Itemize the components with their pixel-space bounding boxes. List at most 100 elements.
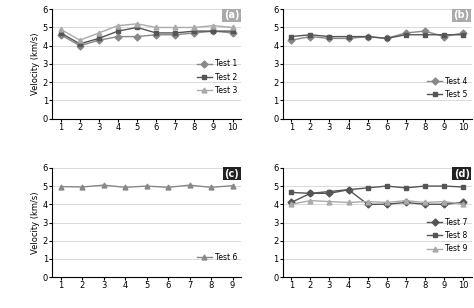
Test 7 <box>422 202 428 206</box>
Line: Test 4: Test 4 <box>289 29 465 43</box>
Line: Test 6: Test 6 <box>58 183 235 190</box>
Test 1 <box>115 35 121 38</box>
Test 1 <box>173 33 178 37</box>
Test 3 <box>173 26 178 29</box>
Test 4 <box>460 31 466 35</box>
Test 2 <box>77 42 82 46</box>
Test 7 <box>346 188 351 192</box>
Text: (b): (b) <box>454 10 470 20</box>
Test 5 <box>441 33 447 37</box>
Test 8 <box>365 186 371 190</box>
Test 6 <box>58 185 64 188</box>
Test 8 <box>288 191 294 194</box>
Test 2 <box>153 31 159 35</box>
Test 6 <box>187 183 192 187</box>
Test 7 <box>308 192 313 195</box>
Test 2 <box>173 31 178 35</box>
Test 3 <box>210 24 216 27</box>
Test 7 <box>460 201 466 204</box>
Test 1 <box>134 35 140 38</box>
Test 5 <box>403 33 409 37</box>
Test 7 <box>403 201 409 204</box>
Test 1 <box>230 31 236 35</box>
Test 4 <box>308 35 313 38</box>
Test 5 <box>327 35 332 38</box>
Line: Test 9: Test 9 <box>289 198 465 207</box>
Test 8 <box>384 184 390 188</box>
Text: (d): (d) <box>454 169 470 179</box>
Line: Test 8: Test 8 <box>289 184 465 196</box>
Test 6 <box>144 184 149 188</box>
Test 5 <box>308 33 313 37</box>
Test 2 <box>191 29 197 33</box>
Test 2 <box>134 26 140 29</box>
Test 5 <box>460 33 466 37</box>
Test 2 <box>115 29 121 33</box>
Test 9 <box>288 202 294 206</box>
Test 1 <box>77 44 82 47</box>
Test 3 <box>230 26 236 29</box>
Test 7 <box>288 201 294 204</box>
Test 4 <box>422 29 428 33</box>
Line: Test 3: Test 3 <box>58 21 235 43</box>
Test 5 <box>288 35 294 38</box>
Test 9 <box>460 202 466 206</box>
Test 9 <box>422 201 428 204</box>
Test 8 <box>403 186 409 190</box>
Test 3 <box>153 26 159 29</box>
Test 5 <box>422 33 428 37</box>
Test 6 <box>230 184 236 188</box>
Line: Test 2: Test 2 <box>58 25 235 46</box>
Test 9 <box>403 199 409 202</box>
Test 7 <box>384 202 390 206</box>
Test 9 <box>327 200 332 203</box>
Test 6 <box>208 185 214 189</box>
Line: Test 7: Test 7 <box>289 187 465 207</box>
Test 4 <box>403 31 409 35</box>
Test 3 <box>134 22 140 26</box>
Y-axis label: Velocity (km/s): Velocity (km/s) <box>31 33 40 95</box>
Test 3 <box>96 31 102 35</box>
Test 6 <box>165 185 171 189</box>
Line: Test 1: Test 1 <box>58 29 235 48</box>
Test 5 <box>384 37 390 40</box>
Test 9 <box>441 200 447 203</box>
Test 7 <box>441 202 447 206</box>
Test 8 <box>327 190 332 193</box>
Y-axis label: Velocity (km/s): Velocity (km/s) <box>31 191 40 254</box>
Legend: Test 4, Test 5: Test 4, Test 5 <box>424 74 471 102</box>
Test 3 <box>191 26 197 29</box>
Line: Test 5: Test 5 <box>289 32 465 41</box>
Legend: Test 6: Test 6 <box>193 250 240 265</box>
Test 5 <box>365 35 371 38</box>
Test 3 <box>58 27 64 31</box>
Test 9 <box>365 200 371 203</box>
Text: (a): (a) <box>224 10 239 20</box>
Test 4 <box>288 38 294 42</box>
Test 4 <box>441 35 447 38</box>
Test 3 <box>115 24 121 27</box>
Legend: Test 7, Test 8, Test 9: Test 7, Test 8, Test 9 <box>424 215 471 256</box>
Test 9 <box>384 201 390 204</box>
Test 2 <box>230 29 236 33</box>
Test 8 <box>460 185 466 189</box>
Test 5 <box>346 35 351 38</box>
Test 6 <box>101 183 107 187</box>
Test 8 <box>346 188 351 192</box>
Test 6 <box>79 185 85 189</box>
Test 7 <box>365 202 371 206</box>
Test 9 <box>346 201 351 204</box>
Test 2 <box>96 37 102 40</box>
Test 1 <box>210 29 216 33</box>
Test 4 <box>384 37 390 40</box>
Test 4 <box>327 37 332 40</box>
Test 8 <box>422 184 428 188</box>
Test 6 <box>122 185 128 189</box>
Test 1 <box>153 33 159 37</box>
Test 7 <box>327 192 332 195</box>
Test 1 <box>96 38 102 42</box>
Test 1 <box>58 33 64 37</box>
Test 2 <box>58 31 64 35</box>
Test 3 <box>77 38 82 42</box>
Test 8 <box>308 192 313 195</box>
